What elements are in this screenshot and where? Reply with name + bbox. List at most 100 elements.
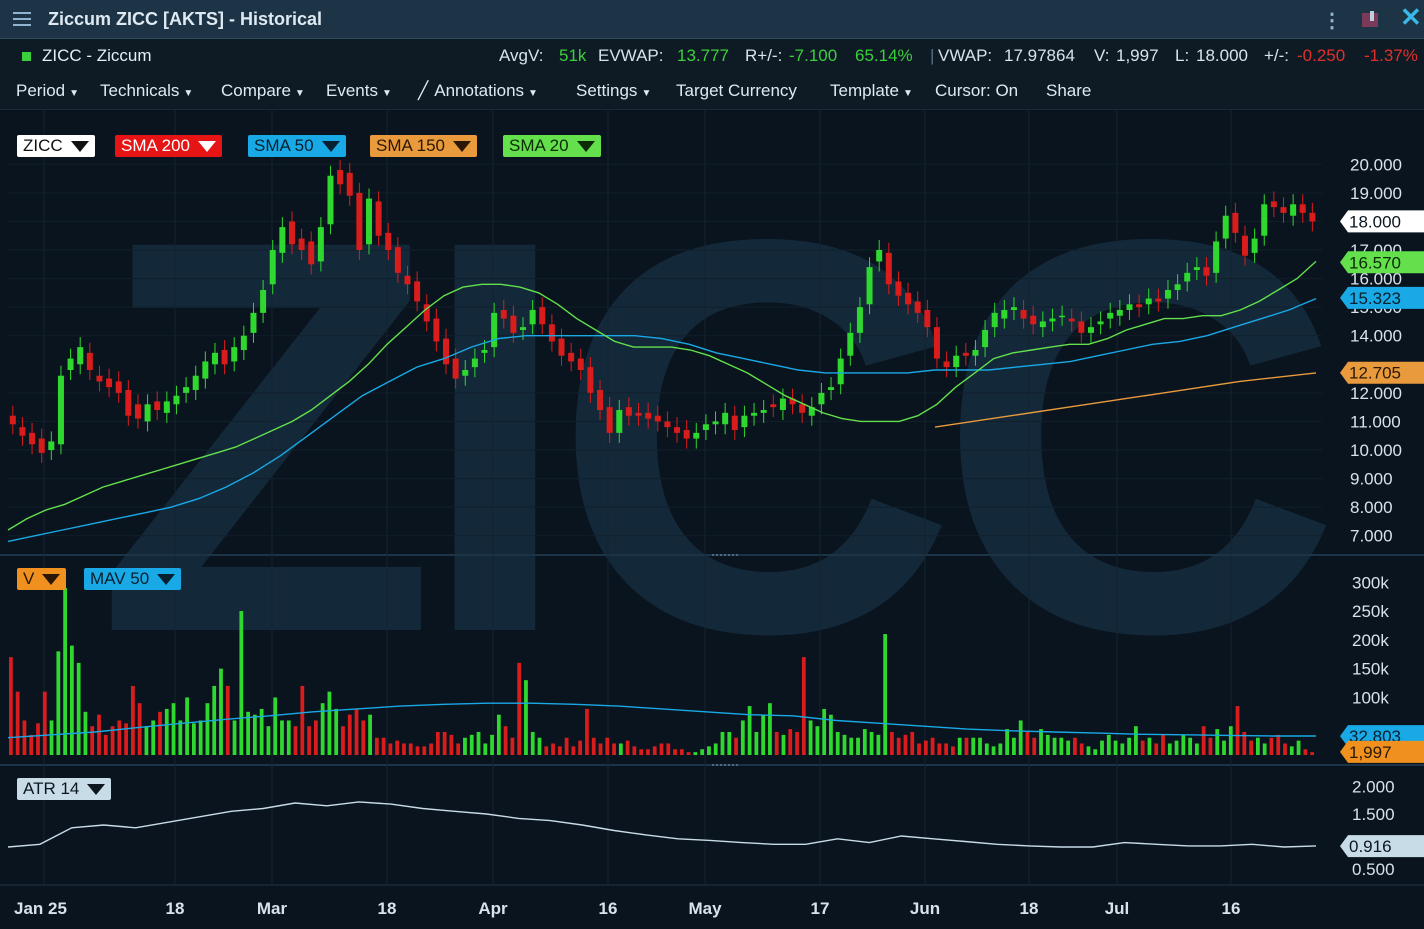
volume-bar bbox=[76, 662, 81, 755]
volume-bar bbox=[1100, 740, 1104, 755]
volume-bar bbox=[713, 743, 718, 755]
candle-body bbox=[1030, 315, 1037, 325]
mav50-line bbox=[7, 702, 1316, 739]
compare-menu[interactable]: Compare ▼ bbox=[221, 81, 305, 101]
chart-toolbar: Period ▼ Technicals ▼ Compare ▼ Events ▼ ╱ An… bbox=[0, 73, 1424, 110]
legend-tag-mav50[interactable]: MAV 50 bbox=[84, 568, 182, 590]
legend-label: ATR 14 bbox=[23, 779, 80, 798]
link-flag-icon[interactable] bbox=[1362, 11, 1382, 27]
volume-bar bbox=[29, 734, 34, 755]
candle-body bbox=[741, 415, 748, 428]
volume-bar bbox=[273, 697, 278, 755]
share-button[interactable]: Share bbox=[1046, 81, 1092, 100]
volume-bar bbox=[205, 703, 210, 755]
candle-body bbox=[86, 352, 93, 370]
volume-bar bbox=[720, 731, 725, 755]
chevron-down-icon: ▼ bbox=[183, 88, 194, 99]
volume-bar bbox=[734, 737, 738, 755]
candle-body bbox=[1155, 298, 1162, 302]
volume-bar bbox=[829, 714, 833, 755]
annotations-menu[interactable]: ╱ Annotations ▼ bbox=[418, 81, 538, 101]
change-percent-value: -1.37% bbox=[1364, 46, 1418, 65]
volume-bar bbox=[632, 746, 637, 755]
volume-bar bbox=[381, 737, 386, 755]
candle-body bbox=[1184, 272, 1191, 282]
legend-label: SMA 20 bbox=[509, 136, 569, 155]
legend-tag-sma20[interactable]: SMA 20 bbox=[503, 135, 601, 157]
volume-bar bbox=[646, 749, 650, 755]
volume-bar bbox=[557, 746, 562, 755]
volume-bar bbox=[225, 685, 230, 755]
candle-body bbox=[731, 415, 738, 430]
candle-body bbox=[760, 410, 767, 413]
volume-bar bbox=[1073, 737, 1077, 755]
candle-body bbox=[192, 375, 199, 390]
chart-canvas[interactable]: ZICC Jan 25 18 Mar 18 Apr 16 May 17 Jun 18 Jul 16 20.… bbox=[0, 110, 1424, 929]
chevron-down-icon: ▼ bbox=[641, 88, 652, 99]
volume-bar bbox=[110, 726, 115, 755]
chevron-down-icon bbox=[42, 574, 61, 586]
volume-bar bbox=[842, 734, 847, 755]
sma20-value-tag-bg bbox=[1340, 251, 1424, 274]
volume-bar bbox=[1134, 726, 1138, 755]
atr-value-tag: 0.916 bbox=[1349, 837, 1392, 856]
candle-body bbox=[1049, 318, 1056, 322]
more-options-icon[interactable]: ⋮ bbox=[1322, 10, 1342, 32]
candle-body bbox=[664, 421, 671, 428]
target-currency-button[interactable]: Target Currency bbox=[676, 81, 797, 100]
volume-y-tick-label: 250k bbox=[1352, 602, 1389, 621]
volume-bar bbox=[808, 720, 813, 755]
volume-bar bbox=[1147, 737, 1152, 755]
chevron-down-icon: ▼ bbox=[381, 88, 392, 99]
y-tick-label: 8.000 bbox=[1350, 498, 1393, 517]
legend-tag-atr14[interactable]: ATR 14 bbox=[17, 778, 112, 800]
settings-menu[interactable]: Settings ▼ bbox=[576, 81, 651, 101]
volume-bar bbox=[578, 740, 583, 755]
candle-body bbox=[616, 410, 623, 433]
candle-body bbox=[943, 361, 950, 368]
close-icon[interactable]: ✕ bbox=[1400, 2, 1422, 32]
last-price-tag: 18.000 bbox=[1349, 212, 1401, 231]
candle-body bbox=[19, 427, 26, 436]
technicals-menu[interactable]: Technicals ▼ bbox=[100, 81, 193, 101]
volume-bar bbox=[910, 731, 915, 755]
chart-area[interactable]: ZICC Jan 25 18 Mar 18 Apr 16 May 17 Jun 18 Jul 16 20.… bbox=[0, 110, 1424, 929]
x-tick-label: 18 bbox=[166, 899, 185, 918]
template-menu[interactable]: Template ▼ bbox=[830, 81, 913, 101]
chevron-down-icon bbox=[453, 141, 471, 153]
volume-bar bbox=[1018, 720, 1023, 755]
legend-tag-sma50[interactable]: SMA 50 bbox=[248, 135, 346, 157]
r-percent-value: 65.14% bbox=[855, 46, 913, 65]
candle-body bbox=[1078, 321, 1085, 333]
volume-bar bbox=[1106, 734, 1111, 755]
legend-tag-zicc[interactable]: ZICC bbox=[17, 135, 95, 157]
candle-body bbox=[577, 358, 584, 370]
candle-body bbox=[423, 304, 430, 322]
candle-body bbox=[365, 198, 372, 245]
candle-body bbox=[1039, 321, 1046, 328]
legend-tag-volume[interactable]: V bbox=[17, 568, 67, 590]
volume-bar bbox=[1222, 740, 1226, 755]
candle-body bbox=[510, 315, 517, 333]
cursor-toggle[interactable]: Cursor: On bbox=[935, 81, 1019, 100]
candle-body bbox=[240, 335, 247, 350]
atr-y-tick-label: 0.500 bbox=[1352, 860, 1395, 879]
legend-label: SMA 150 bbox=[376, 136, 445, 155]
candle-body bbox=[645, 412, 652, 419]
volume-bar bbox=[591, 737, 596, 755]
period-menu[interactable]: Period ▼ bbox=[16, 81, 79, 101]
volume-bar bbox=[442, 731, 447, 755]
volume-bar bbox=[585, 708, 589, 755]
legend-tag-sma150[interactable]: SMA 150 bbox=[370, 135, 477, 157]
volume-bar bbox=[232, 720, 237, 755]
volume-bar bbox=[327, 691, 332, 755]
hamburger-menu-icon[interactable] bbox=[12, 9, 32, 29]
candle-body bbox=[1059, 315, 1066, 318]
events-menu[interactable]: Events ▼ bbox=[326, 81, 392, 101]
volume-bar bbox=[957, 737, 962, 755]
legend-tag-sma200[interactable]: SMA 200 bbox=[115, 135, 222, 157]
candle-body bbox=[67, 358, 74, 370]
instrument-name: ZICC - Ziccum bbox=[42, 46, 152, 65]
candle-body bbox=[1222, 215, 1229, 239]
volume-bar bbox=[524, 680, 528, 755]
